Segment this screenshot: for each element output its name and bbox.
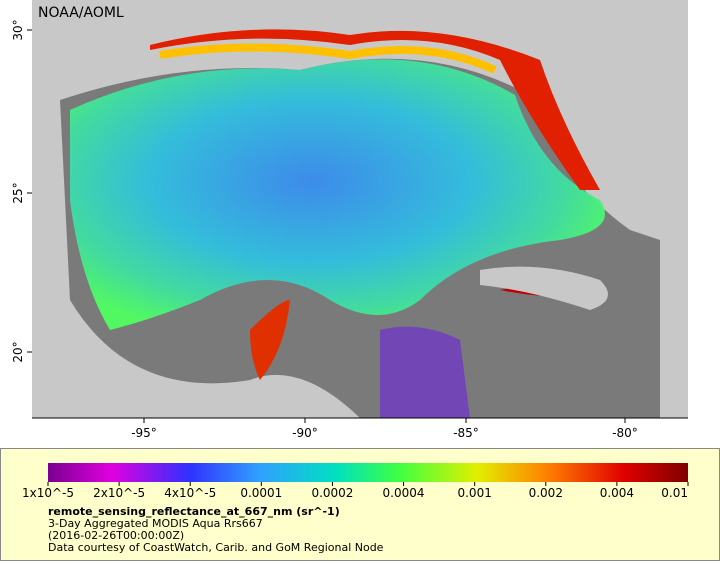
lon-label: -90° <box>292 426 318 440</box>
lat-label: 20° <box>11 341 25 362</box>
lat-label: 25° <box>11 182 25 203</box>
credit: Data courtesy of CoastWatch, Carib. and … <box>48 541 384 554</box>
coastal-mid <box>159 43 497 74</box>
reflectance-field <box>70 59 605 330</box>
axis-ticks: 20° 25° 30° -95° -90° -85° -80° <box>11 19 638 440</box>
coastal-high <box>250 300 290 380</box>
time: (2016-02-26T00:00:00Z) <box>48 529 184 542</box>
colorbar <box>48 463 688 482</box>
low-field <box>380 326 470 418</box>
lon-label: -95° <box>131 426 157 440</box>
colorbar-label: 0.002 <box>529 486 563 500</box>
colorbar-label: 1x10^-5 <box>22 486 74 500</box>
description: 3-Day Aggregated MODIS Aqua Rrs667 <box>48 517 263 530</box>
lon-label: -80° <box>612 426 638 440</box>
source-label: NOAA/AOML <box>38 5 124 21</box>
colorbar-label: 0.01 <box>661 486 688 500</box>
lat-label: 30° <box>11 19 25 40</box>
lon-label: -85° <box>453 426 479 440</box>
colorbar-label: 0.001 <box>457 486 491 500</box>
colorbar-label: 0.004 <box>600 486 634 500</box>
variable: remote_sensing_reflectance_at_667_nm (sr… <box>48 505 340 518</box>
cuba <box>480 266 608 310</box>
colorbar-label: 0.0001 <box>240 486 282 500</box>
colorbar-label: 4x10^-5 <box>164 486 216 500</box>
colorbar-labels: 1x10^-5 2x10^-5 4x10^-5 0.0001 0.0002 0.0004 0… <box>22 482 689 500</box>
colorbar-label: 2x10^-5 <box>93 486 145 500</box>
map: NOAA/AOML <box>32 0 688 419</box>
colorbar-label: 0.0004 <box>383 486 425 500</box>
colorbar-label: 0.0002 <box>311 486 353 500</box>
